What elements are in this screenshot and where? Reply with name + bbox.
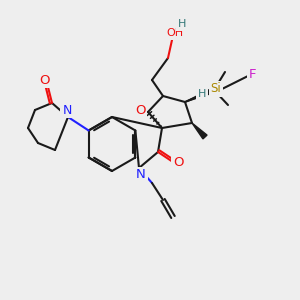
Text: H: H xyxy=(198,89,206,99)
Text: H: H xyxy=(178,19,186,29)
Text: OH: OH xyxy=(167,28,184,38)
Polygon shape xyxy=(185,88,215,102)
Text: O: O xyxy=(135,103,145,116)
Text: F: F xyxy=(249,68,257,80)
Text: O: O xyxy=(39,74,49,86)
Text: O: O xyxy=(173,155,183,169)
Text: N: N xyxy=(62,103,72,116)
Text: Si: Si xyxy=(211,82,221,95)
Text: N: N xyxy=(136,169,146,182)
Polygon shape xyxy=(192,123,207,139)
